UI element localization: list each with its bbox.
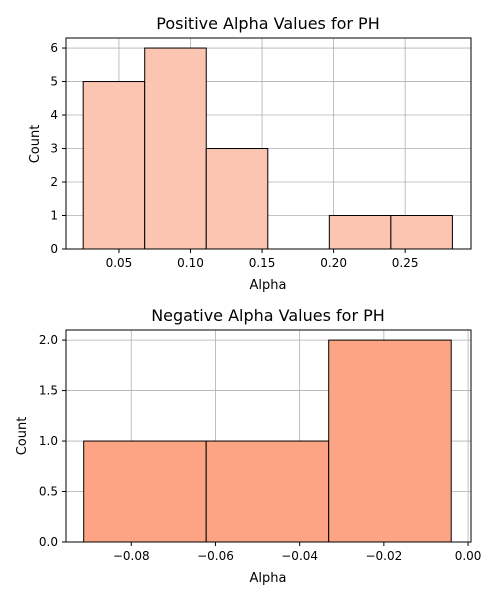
- y-tick-label: 0.5: [39, 485, 58, 499]
- x-tick-label: −0.02: [365, 549, 402, 563]
- x-axis-label: Alpha: [250, 278, 287, 293]
- y-tick-label: 6: [50, 41, 58, 55]
- y-tick-label: 1.0: [39, 434, 58, 448]
- y-tick-label: 4: [50, 108, 58, 122]
- histogram-bar: [205, 440, 330, 543]
- histogram-bar: [390, 215, 453, 250]
- y-axis-label: Count: [15, 417, 30, 456]
- y-tick-label: 0: [50, 242, 58, 256]
- x-tick-label: −0.08: [113, 549, 150, 563]
- x-axis-label: Alpha: [250, 571, 287, 586]
- y-tick-label: 5: [50, 75, 58, 89]
- chart-title: Positive Alpha Values for PH: [156, 14, 379, 33]
- y-tick-label: 1: [50, 209, 58, 223]
- plot-frame: [65, 329, 472, 543]
- histogram-bar: [328, 215, 392, 250]
- plot-frame: [65, 37, 472, 250]
- negative-alpha-histogram: Negative Alpha Values for PH Alpha Count…: [15, 306, 481, 586]
- histogram-bar: [205, 148, 269, 250]
- x-tick-label: 0.20: [320, 256, 347, 270]
- y-tick-label: 1.5: [39, 384, 58, 398]
- x-tick-label: 0.15: [249, 256, 276, 270]
- x-tick-label: −0.04: [281, 549, 318, 563]
- x-tick-label: 0.10: [177, 256, 204, 270]
- y-tick-label: 0.0: [39, 535, 58, 549]
- y-tick-label: 3: [50, 142, 58, 156]
- chart-title: Negative Alpha Values for PH: [151, 306, 385, 325]
- x-tick-label: −0.06: [197, 549, 234, 563]
- x-tick-label: 0.25: [392, 256, 419, 270]
- histogram-bar: [83, 440, 207, 543]
- y-axis-label: Count: [28, 125, 43, 164]
- y-tick-label: 2.0: [39, 333, 58, 347]
- positive-alpha-histogram: Positive Alpha Values for PH Alpha Count…: [28, 14, 472, 293]
- x-tick-label: 0.00: [455, 549, 482, 563]
- histogram-bar: [82, 81, 146, 250]
- histogram-bar: [328, 339, 452, 543]
- x-tick-label: 0.05: [106, 256, 133, 270]
- histogram-bar: [144, 47, 207, 250]
- y-tick-label: 2: [50, 175, 58, 189]
